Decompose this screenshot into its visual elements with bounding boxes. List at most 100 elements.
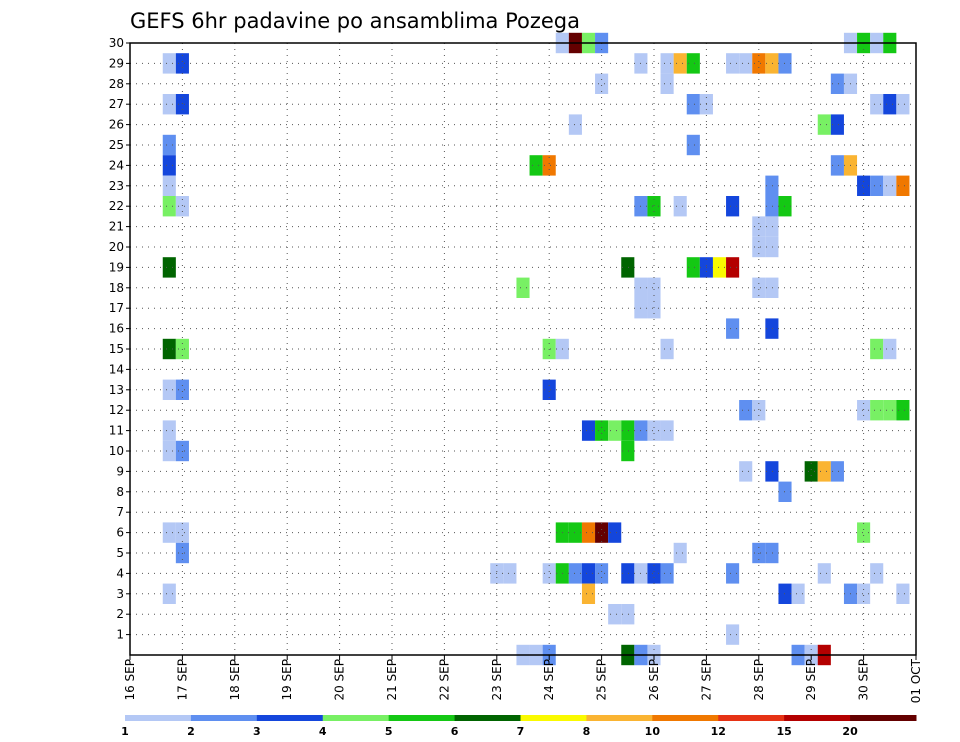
heat-cell bbox=[817, 114, 831, 135]
x-tick-label: 30 SEP bbox=[857, 659, 871, 701]
heat-cell bbox=[817, 563, 831, 584]
heat-cell bbox=[660, 338, 674, 360]
x-tick-label: 29 SEP bbox=[804, 659, 818, 701]
heat-cell bbox=[857, 175, 871, 196]
heat-cell bbox=[673, 542, 687, 564]
y-tick-label: 29 bbox=[109, 56, 124, 70]
colorbar-swatch bbox=[850, 715, 917, 721]
x-tick-label: 19 SEP bbox=[280, 659, 294, 701]
x-tick-label: 16 SEP bbox=[123, 659, 137, 701]
y-tick-label: 17 bbox=[109, 301, 124, 315]
heat-cell bbox=[857, 522, 871, 543]
y-tick-label: 12 bbox=[109, 403, 124, 417]
heat-cell bbox=[529, 155, 543, 176]
heat-cell bbox=[595, 522, 609, 543]
heat-cell bbox=[817, 461, 831, 482]
y-tick-label: 9 bbox=[116, 464, 124, 478]
heat-cell bbox=[595, 73, 609, 94]
heat-cell bbox=[791, 583, 805, 604]
heat-cell bbox=[162, 338, 176, 360]
heat-cell bbox=[896, 400, 910, 421]
y-tick-label: 16 bbox=[109, 322, 124, 336]
y-tick-label: 14 bbox=[109, 362, 124, 376]
x-axis: 16 SEP 17 SEP 18 SEP 19 SEP 20 SEP 21 SEP 22 S… bbox=[123, 655, 923, 703]
colorbar-label: 12 bbox=[711, 725, 726, 738]
heat-cell bbox=[647, 277, 661, 298]
y-tick-label: 5 bbox=[116, 546, 124, 560]
heat-cell bbox=[568, 522, 582, 543]
colorbar-label: 10 bbox=[645, 725, 661, 738]
x-tick-label: 28 SEP bbox=[752, 659, 766, 701]
heat-cell bbox=[175, 94, 189, 115]
heat-cell bbox=[621, 604, 635, 625]
heat-cell bbox=[542, 155, 556, 176]
heat-cell bbox=[712, 257, 727, 278]
heat-cell bbox=[608, 522, 622, 543]
heat-cell bbox=[175, 522, 189, 543]
heat-cell bbox=[726, 624, 740, 645]
heat-cell bbox=[739, 400, 753, 421]
colorbar-label: 3 bbox=[253, 725, 261, 738]
colorbar-label: 20 bbox=[842, 725, 858, 738]
colorbar-label: 5 bbox=[385, 725, 393, 738]
y-tick-label: 28 bbox=[109, 77, 124, 91]
y-tick-label: 10 bbox=[109, 444, 124, 458]
colorbar: 1 2 3 4 5 6 7 8 10 12 15 20 bbox=[121, 715, 917, 738]
y-tick-label: 23 bbox=[109, 179, 124, 193]
heat-cell bbox=[726, 196, 740, 217]
x-tick-label: 18 SEP bbox=[228, 659, 242, 701]
heat-cell bbox=[765, 318, 779, 339]
heat-cell bbox=[175, 196, 189, 217]
y-tick-label: 19 bbox=[109, 260, 124, 274]
heat-cell bbox=[830, 114, 844, 135]
heat-cell bbox=[896, 94, 910, 115]
heat-cell bbox=[162, 94, 176, 115]
heat-cell bbox=[870, 338, 884, 360]
heat-cell bbox=[660, 53, 674, 74]
heat-cell bbox=[608, 604, 622, 625]
heat-cell bbox=[765, 542, 779, 564]
colorbar-label: 8 bbox=[583, 725, 591, 738]
x-tick-label: 21 SEP bbox=[385, 659, 399, 701]
heat-cell bbox=[896, 175, 910, 196]
x-tick-label: 26 SEP bbox=[647, 659, 661, 701]
colorbar-swatch bbox=[322, 715, 390, 721]
heat-cell bbox=[175, 53, 189, 74]
heat-cell bbox=[542, 563, 556, 584]
heat-cell bbox=[726, 53, 740, 74]
colorbar-label: 2 bbox=[187, 725, 195, 738]
heat-cell bbox=[726, 563, 740, 584]
heat-cell bbox=[542, 379, 556, 400]
heat-cell bbox=[503, 563, 517, 584]
heat-cell bbox=[726, 318, 740, 339]
heat-cell bbox=[870, 563, 884, 584]
heat-cell bbox=[581, 420, 596, 441]
heat-cell bbox=[686, 53, 700, 74]
heat-cell bbox=[765, 236, 779, 258]
heat-cell bbox=[765, 461, 779, 482]
heat-cell bbox=[162, 257, 176, 278]
heat-cell bbox=[516, 277, 530, 298]
y-tick-label: 27 bbox=[109, 97, 124, 111]
colorbar-swatch bbox=[652, 715, 719, 721]
cells-layer bbox=[162, 32, 910, 666]
heat-cell bbox=[896, 583, 910, 604]
y-tick-label: 1 bbox=[116, 628, 124, 642]
x-tick-label: 24 SEP bbox=[542, 659, 556, 701]
heat-cell bbox=[673, 196, 687, 217]
x-tick-label: 17 SEP bbox=[175, 659, 189, 701]
heat-cell bbox=[621, 563, 635, 584]
heat-cell bbox=[883, 94, 897, 115]
heat-cell bbox=[686, 94, 700, 115]
heat-cell bbox=[647, 298, 661, 319]
heat-cell bbox=[162, 175, 176, 196]
heat-cell bbox=[595, 420, 609, 441]
heat-cell bbox=[162, 196, 176, 217]
y-axis: 1234567891011121314151617181920212223242… bbox=[109, 36, 130, 642]
colorbar-swatch bbox=[256, 715, 324, 721]
heat-cell bbox=[686, 257, 700, 278]
heat-cell bbox=[660, 420, 674, 441]
heat-cell bbox=[830, 155, 844, 176]
y-tick-label: 7 bbox=[116, 505, 124, 519]
